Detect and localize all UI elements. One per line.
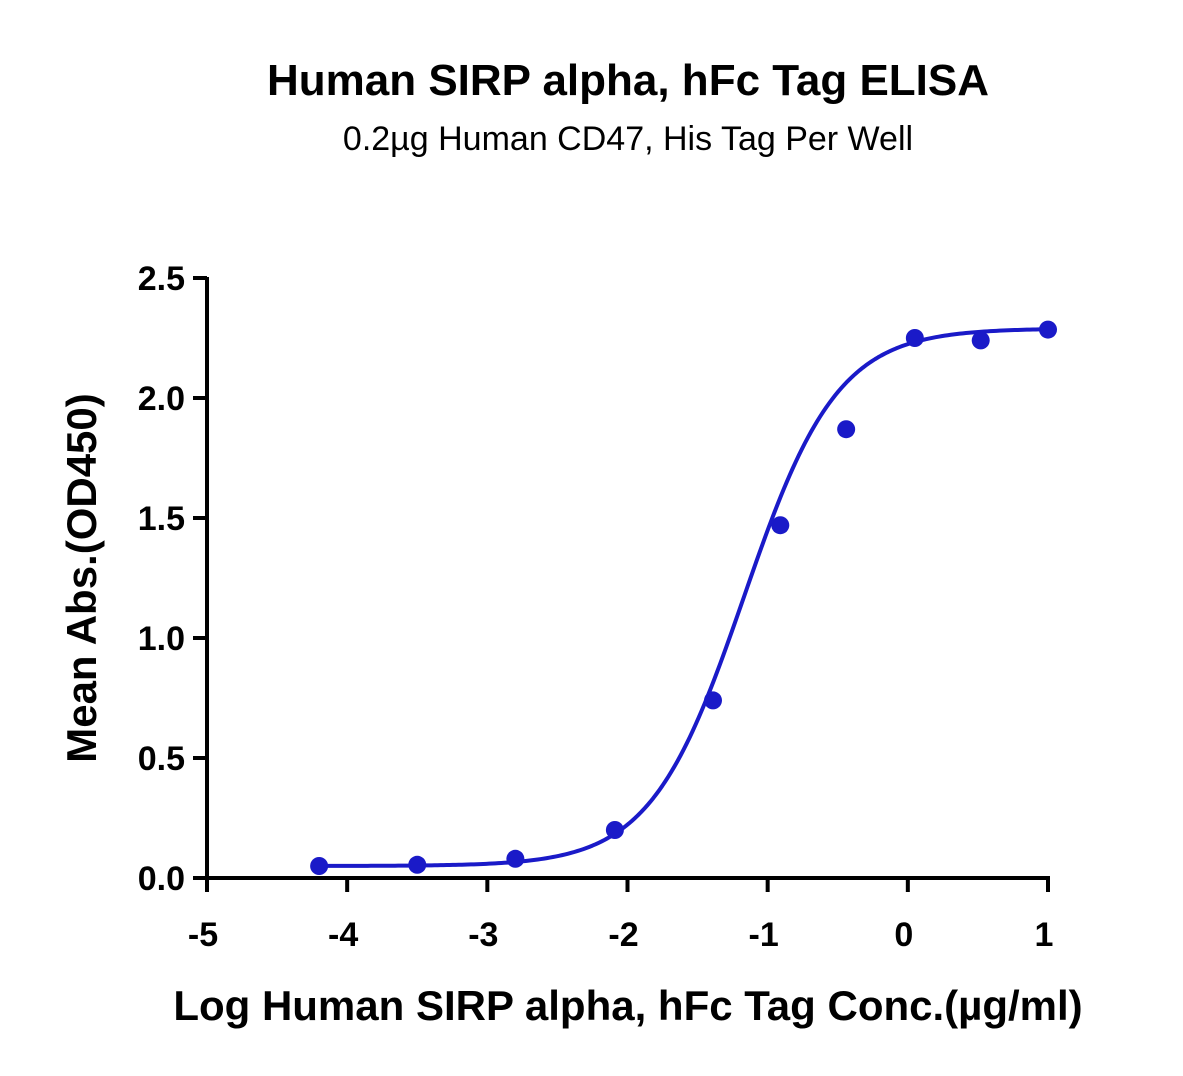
data-point: [506, 849, 525, 868]
y-tick-label: 2.5: [138, 260, 185, 298]
fit-curve: [319, 327, 1049, 868]
data-point: [1039, 320, 1057, 339]
axes: [205, 277, 1050, 880]
data-point: [310, 857, 329, 875]
data-point: [771, 516, 790, 535]
x-tick-label: -4: [328, 916, 358, 954]
x-tick-label: -3: [468, 916, 498, 954]
data-point: [971, 331, 990, 350]
x-tick-label: 0: [894, 916, 913, 954]
data-point: [408, 855, 427, 874]
x-ticks: -5 -4 -3 -2 -1 0 1: [188, 878, 1054, 954]
x-tick-label: -2: [608, 916, 638, 954]
y-tick-label: 1.0: [138, 620, 185, 658]
x-tick-label: -1: [749, 916, 779, 954]
x-tick-label: 1: [1035, 916, 1054, 954]
y-tick-label: 0.0: [138, 860, 185, 898]
chart-subtitle: 0.2µg Human CD47, His Tag Per Well: [343, 120, 913, 158]
data-points: [310, 320, 1057, 875]
y-axis-label: Mean Abs.(OD450): [58, 393, 105, 763]
data-point: [704, 691, 723, 710]
chart-title: Human SIRP alpha, hFc Tag ELISA: [267, 56, 989, 105]
y-tick-label: 0.5: [138, 740, 185, 778]
data-point: [605, 821, 624, 839]
y-ticks: 0.0 0.5 1.0 1.5 2.0 2.5: [138, 260, 207, 898]
x-axis-label: Log Human SIRP alpha, hFc Tag Conc.(µg/m…: [173, 982, 1082, 1029]
fit-curves: [319, 327, 1049, 868]
data-point: [837, 420, 856, 439]
x-tick-label: -5: [188, 916, 218, 954]
data-point: [905, 329, 924, 347]
y-tick-label: 2.0: [138, 380, 185, 418]
y-tick-label: 1.5: [138, 500, 185, 538]
